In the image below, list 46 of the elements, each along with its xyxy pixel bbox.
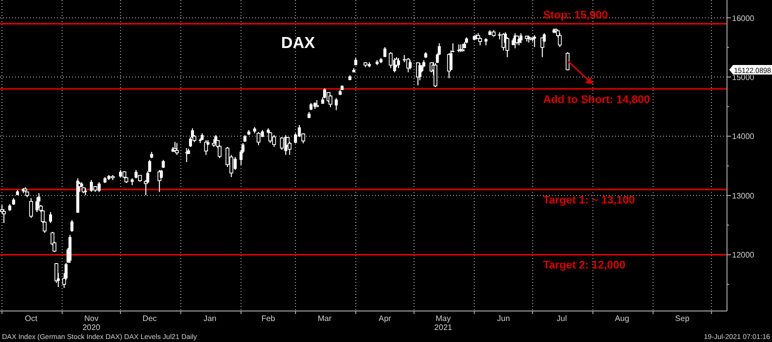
candlestick	[54, 262, 58, 284]
candlestick	[288, 141, 292, 156]
candlestick	[68, 234, 72, 264]
candlestick	[174, 142, 179, 156]
candlestick	[37, 192, 40, 209]
ref-line-label: Target 1: ~ 13,100	[543, 194, 635, 207]
candlestick	[280, 136, 284, 150]
x-tick-label: Dec	[142, 314, 157, 323]
candlestick	[234, 156, 237, 171]
candlestick	[396, 58, 400, 69]
x-tick-label: Aug	[614, 314, 630, 323]
candlestick	[70, 220, 74, 232]
candlestick	[558, 32, 562, 48]
ref-line-label: Stop: 15,900	[543, 10, 608, 22]
text: DAX	[281, 35, 316, 52]
candlestick	[98, 182, 101, 192]
x-tick-label: Mar	[318, 314, 332, 323]
candlestick	[434, 62, 438, 88]
candlestick	[35, 196, 38, 213]
candlestick	[408, 60, 412, 70]
y-tick-label: 12000	[732, 250, 755, 260]
x-tick-label: Jul	[556, 314, 568, 323]
candlestick	[268, 132, 272, 144]
candlestick	[2, 208, 6, 224]
candlestick	[328, 94, 332, 108]
candlestick	[29, 198, 33, 218]
x-tick-label: Nov 2020	[82, 314, 101, 332]
candlestick	[388, 52, 393, 69]
x-tick-label: May 2021	[434, 314, 453, 332]
x-tick-label: Oct	[24, 314, 38, 323]
ref-line-label: Target 2: 12,000	[543, 260, 626, 272]
candlestick	[272, 134, 276, 148]
x-tick-label: Feb	[261, 314, 276, 323]
x-tick-label: Jun	[497, 314, 510, 323]
y-tick-label: 13000	[732, 191, 755, 200]
x-tick-label: Apr	[378, 314, 392, 323]
y-tick-label: 14000	[732, 132, 755, 142]
candlestick	[49, 212, 52, 224]
candlestick	[505, 36, 510, 58]
legend-label: Add to Short: 14,800	[543, 94, 650, 106]
x-tick-label: Sep	[675, 314, 690, 323]
candlestick	[519, 32, 522, 44]
y-tick-label: 16000	[732, 14, 755, 23]
candlestick	[334, 98, 338, 111]
x-tick-label: Jan	[203, 314, 216, 323]
candlestick	[90, 180, 93, 192]
